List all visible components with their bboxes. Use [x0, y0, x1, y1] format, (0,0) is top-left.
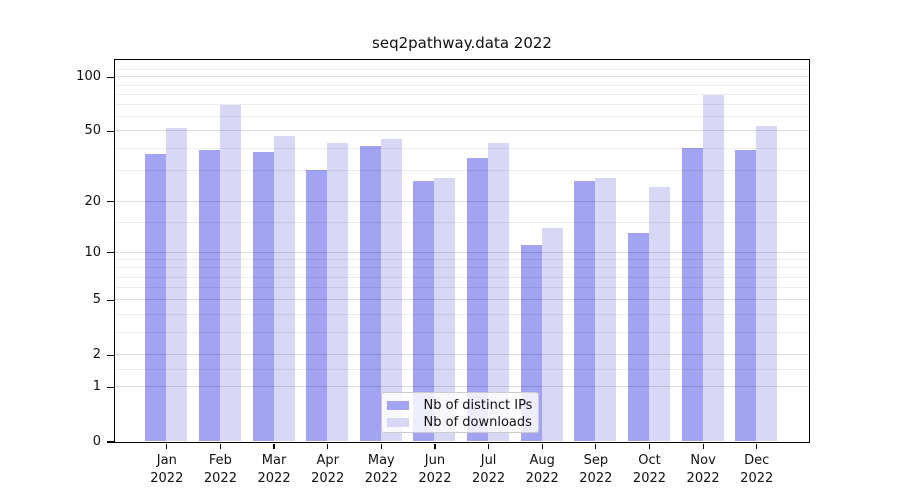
y-axis-tick-2 — [106, 354, 114, 356]
legend-row-distinct-ips: Nb of distinct IPs — [386, 397, 533, 414]
x-axis-label-mar-2022: Mar 2022 — [257, 453, 291, 486]
y-axis-tick-100 — [106, 76, 114, 79]
bar-nb-of-distinct-ips-may-2022 — [359, 146, 381, 442]
y-axis-tick-0 — [106, 441, 114, 443]
y-axis-label-10: 10 — [84, 244, 101, 260]
chart-title: seq2pathway.data 2022 — [372, 34, 552, 52]
legend-row-downloads: Nb of downloads — [386, 414, 533, 431]
y-axis-label-20: 20 — [84, 193, 101, 209]
legend-label-distinct-ips: Nb of distinct IPs — [423, 397, 533, 413]
x-axis-label-jun-2022: Jun 2022 — [418, 453, 452, 486]
x-axis-tick-sep-2022 — [595, 443, 597, 449]
bar-nb-of-downloads-jun-2022 — [434, 178, 456, 442]
x-axis-label-feb-2022: Feb 2022 — [203, 453, 237, 486]
x-axis-tick-apr-2022 — [327, 443, 329, 449]
bar-nb-of-distinct-ips-mar-2022 — [252, 152, 274, 442]
x-axis-tick-mar-2022 — [273, 443, 275, 449]
x-axis-label-dec-2022: Dec 2022 — [740, 453, 774, 486]
y-axis-label-2: 2 — [92, 347, 101, 363]
bar-nb-of-downloads-jul-2022 — [488, 142, 510, 442]
bar-nb-of-distinct-ips-sep-2022 — [574, 181, 596, 442]
bar-nb-of-downloads-may-2022 — [380, 139, 402, 442]
bar-nb-of-downloads-oct-2022 — [648, 187, 670, 442]
bar-nb-of-distinct-ips-jan-2022 — [145, 154, 167, 442]
bar-nb-of-distinct-ips-nov-2022 — [681, 148, 703, 442]
y-axis-tick-10 — [106, 251, 114, 254]
x-axis-tick-may-2022 — [380, 443, 382, 449]
x-axis-label-nov-2022: Nov 2022 — [686, 453, 720, 486]
x-axis-label-jul-2022: Jul 2022 — [472, 453, 506, 486]
x-axis-label-jan-2022: Jan 2022 — [150, 453, 184, 486]
x-axis-tick-aug-2022 — [541, 443, 543, 449]
bars-layer — [115, 60, 809, 442]
bar-nb-of-downloads-sep-2022 — [595, 178, 617, 442]
y-axis-label-5: 5 — [92, 292, 101, 308]
x-axis-label-apr-2022: Apr 2022 — [311, 453, 345, 486]
x-axis-tick-jan-2022 — [166, 443, 168, 449]
legend: Nb of distinct IPs Nb of downloads — [380, 391, 539, 433]
x-axis-tick-jul-2022 — [487, 443, 490, 449]
x-axis-tick-nov-2022 — [702, 443, 704, 449]
y-axis-label-0: 0 — [92, 434, 101, 449]
y-axis-label-100: 100 — [76, 69, 101, 85]
bar-nb-of-distinct-ips-jun-2022 — [413, 181, 435, 442]
x-axis-tick-feb-2022 — [219, 443, 222, 449]
bar-nb-of-distinct-ips-jul-2022 — [467, 158, 489, 442]
x-axis-label-oct-2022: Oct 2022 — [632, 453, 667, 486]
x-axis-tick-oct-2022 — [648, 443, 651, 449]
legend-swatch-downloads — [386, 417, 409, 427]
y-axis-label-50: 50 — [84, 123, 101, 139]
bar-nb-of-distinct-ips-feb-2022 — [198, 150, 220, 442]
bar-nb-of-downloads-feb-2022 — [219, 104, 241, 442]
bar-nb-of-downloads-dec-2022 — [756, 126, 778, 442]
x-axis-label-aug-2022: Aug 2022 — [525, 453, 559, 486]
bar-nb-of-downloads-mar-2022 — [273, 135, 295, 442]
y-axis-label-1: 1 — [92, 379, 101, 395]
y-axis-tick-5 — [106, 299, 114, 302]
bar-nb-of-distinct-ips-apr-2022 — [306, 170, 328, 442]
x-axis-tick-jun-2022 — [434, 443, 436, 449]
bar-nb-of-downloads-aug-2022 — [541, 227, 563, 442]
bar-nb-of-downloads-apr-2022 — [327, 142, 349, 442]
x-axis-tick-dec-2022 — [756, 443, 758, 449]
legend-swatch-distinct-ips — [386, 400, 409, 410]
x-axis-label-may-2022: May 2022 — [364, 453, 398, 486]
bar-nb-of-downloads-nov-2022 — [702, 95, 724, 442]
y-axis-tick-50 — [106, 130, 114, 133]
plot-area: Nb of distinct IPs Nb of downloads — [113, 58, 810, 443]
x-axis-label-sep-2022: Sep 2022 — [579, 453, 613, 486]
legend-label-downloads: Nb of downloads — [423, 414, 532, 430]
bar-nb-of-downloads-jan-2022 — [166, 127, 188, 442]
y-axis-tick-1 — [106, 386, 114, 388]
y-axis-tick-20 — [106, 200, 114, 203]
bar-nb-of-distinct-ips-dec-2022 — [735, 150, 757, 442]
bar-nb-of-distinct-ips-oct-2022 — [627, 233, 649, 442]
